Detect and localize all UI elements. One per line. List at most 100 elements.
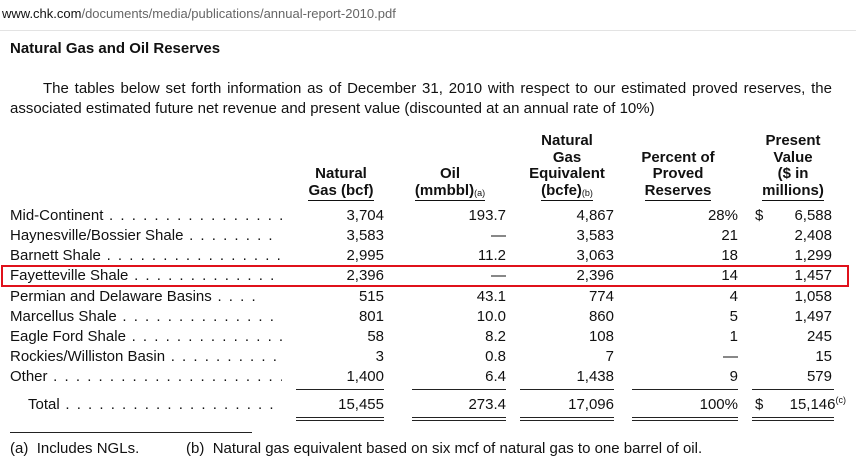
cell-oil: 43.1 — [476, 288, 506, 305]
cell-percent: 100% — [699, 396, 738, 413]
cell-oil: — — [491, 267, 506, 284]
cell-present-value: 1,497 — [794, 308, 832, 325]
cell-oil: 273.4 — [468, 396, 506, 413]
table-row-total: Total . . . . . . . . . . . . . . . . . … — [0, 395, 856, 416]
cell-gas-equivalent: 2,396 — [576, 267, 614, 284]
col-header-line: Value — [773, 148, 813, 166]
intro-text: The tables below set forth information a… — [10, 80, 832, 117]
col-header-percent-proved: Percent of Proved Reserves — [626, 133, 730, 201]
footnote-tag: (b) — [186, 440, 205, 457]
cell-present-value: 6,588 — [794, 207, 832, 224]
double-rule-top — [520, 417, 614, 418]
cell-natural-gas: 2,995 — [346, 247, 384, 264]
cell-gas-equivalent: 7 — [605, 348, 614, 365]
dot-leader: . . . . . . . . . . . . . . . — [125, 328, 282, 345]
row-label: Total — [28, 396, 60, 413]
cell-natural-gas: 515 — [358, 288, 384, 305]
double-rule-bottom — [412, 420, 506, 421]
subtotal-rule — [752, 389, 834, 390]
col-header-oil: Oil (mmbbl)(a) — [404, 133, 496, 201]
cell-percent: 4 — [729, 288, 738, 305]
double-rule-bottom — [632, 420, 738, 421]
cell-gas-equivalent: 17,096 — [568, 396, 614, 413]
table-row: Eagle Ford Shale . . . . . . . . . . . .… — [0, 328, 856, 348]
cell-oil: 10.0 — [476, 308, 506, 325]
footnote-ref: (c) — [835, 395, 847, 405]
col-header-natural-gas: Natural Gas (bcf) — [298, 133, 384, 201]
subtotal-rule — [412, 389, 506, 390]
table-row: Mid-Continent . . . . . . . . . . . . . … — [0, 207, 856, 227]
cell-present-value: 1,457 — [794, 267, 832, 284]
cell-present-value: 1,058 — [794, 288, 832, 305]
section-heading: Natural Gas and Oil Reserves — [10, 40, 221, 57]
cell-gas-equivalent: 3,583 — [576, 227, 614, 244]
col-header-line: ($ in — [777, 165, 809, 182]
cell-natural-gas: 3 — [375, 348, 384, 365]
row-label: Fayetteville Shale — [10, 267, 129, 284]
col-header-line: (bcfe) — [541, 181, 582, 199]
cell-present-value: 15,146(c) — [770, 395, 847, 413]
row-label: Other — [10, 368, 48, 385]
subtotal-rule — [632, 389, 738, 390]
footnote-ref: (a) — [474, 187, 486, 198]
cell-gas-equivalent: 4,867 — [576, 207, 614, 224]
cell-percent: 28% — [707, 207, 738, 224]
table-row: Permian and Delaware Basins . . . . 515 … — [0, 288, 856, 308]
subtotal-rule — [296, 389, 384, 390]
url-host: www.chk.com — [2, 6, 82, 21]
dot-leader: . . . . . . . . . . — [165, 348, 279, 365]
cell-present-value: 15 — [815, 348, 832, 365]
cell-present-value: 1,299 — [794, 247, 832, 264]
footnote-text: Natural gas equivalent based on six mcf … — [212, 440, 703, 457]
address-bar-divider — [0, 30, 856, 31]
col-header-line: Equivalent — [529, 165, 605, 182]
row-label: Rockies/Williston Basin — [10, 348, 166, 365]
dot-leader: . . . . . . . . — [183, 227, 275, 244]
total-value: 15,146 — [789, 396, 836, 413]
col-header-line: millions) — [762, 181, 824, 201]
col-header-line: Reserves — [644, 181, 712, 201]
cell-gas-equivalent: 1,438 — [576, 368, 614, 385]
cell-present-value: 2,408 — [794, 227, 832, 244]
cell-percent: — — [723, 348, 738, 365]
cell-gas-equivalent: 774 — [588, 288, 614, 305]
cell-natural-gas: 2,396 — [346, 267, 384, 284]
address-bar[interactable]: www.chk.com/documents/media/publications… — [2, 6, 396, 21]
col-header-line: Natural — [541, 132, 593, 149]
url-path: /documents/media/publications/annual-rep… — [81, 6, 396, 21]
dot-leader: . . . . . . . . . . . . . . . . . . . . … — [53, 368, 282, 385]
dot-leader: . . . . . . . . . . . . . . . . . . . . … — [65, 396, 282, 413]
footnote-divider — [10, 432, 252, 433]
cell-natural-gas: 801 — [358, 308, 384, 325]
table-row: Barnett Shale . . . . . . . . . . . . . … — [0, 247, 856, 267]
double-rule-bottom — [296, 420, 384, 421]
double-rule-top — [752, 417, 834, 418]
dot-leader: . . . . . . . . . . . . . . . . — [116, 308, 282, 325]
dot-leader: . . . . — [211, 288, 258, 305]
footnote-ref: (b) — [581, 187, 593, 198]
table-row: Other . . . . . . . . . . . . . . . . . … — [0, 368, 856, 388]
cell-percent: 18 — [721, 247, 738, 264]
table-row: Rockies/Williston Basin . . . . . . . . … — [0, 348, 856, 368]
cell-natural-gas: 1,400 — [346, 368, 384, 385]
cell-oil: 193.7 — [468, 207, 506, 224]
row-label: Eagle Ford Shale — [10, 328, 126, 345]
col-header-present-value: Present Value ($ in millions) — [752, 132, 834, 201]
table-row: Marcellus Shale . . . . . . . . . . . . … — [0, 308, 856, 328]
row-label: Permian and Delaware Basins — [10, 288, 212, 305]
cell-natural-gas: 58 — [367, 328, 384, 345]
subtotal-rule — [520, 389, 614, 390]
double-rule-bottom — [752, 420, 834, 421]
col-header-line: Gas — [552, 148, 582, 166]
cell-percent: 1 — [729, 328, 738, 345]
cell-oil: — — [491, 227, 506, 244]
col-header-line: Percent of — [641, 148, 715, 166]
cell-percent: 5 — [729, 308, 738, 325]
cell-oil: 11.2 — [477, 247, 506, 264]
cell-gas-equivalent: 108 — [588, 328, 614, 345]
double-rule-bottom — [520, 420, 614, 421]
cell-percent: 21 — [721, 227, 738, 244]
col-header-line: Natural — [315, 165, 367, 182]
row-label: Marcellus Shale — [10, 308, 117, 325]
table-row-highlighted: Fayetteville Shale . . . . . . . . . . .… — [0, 267, 856, 287]
